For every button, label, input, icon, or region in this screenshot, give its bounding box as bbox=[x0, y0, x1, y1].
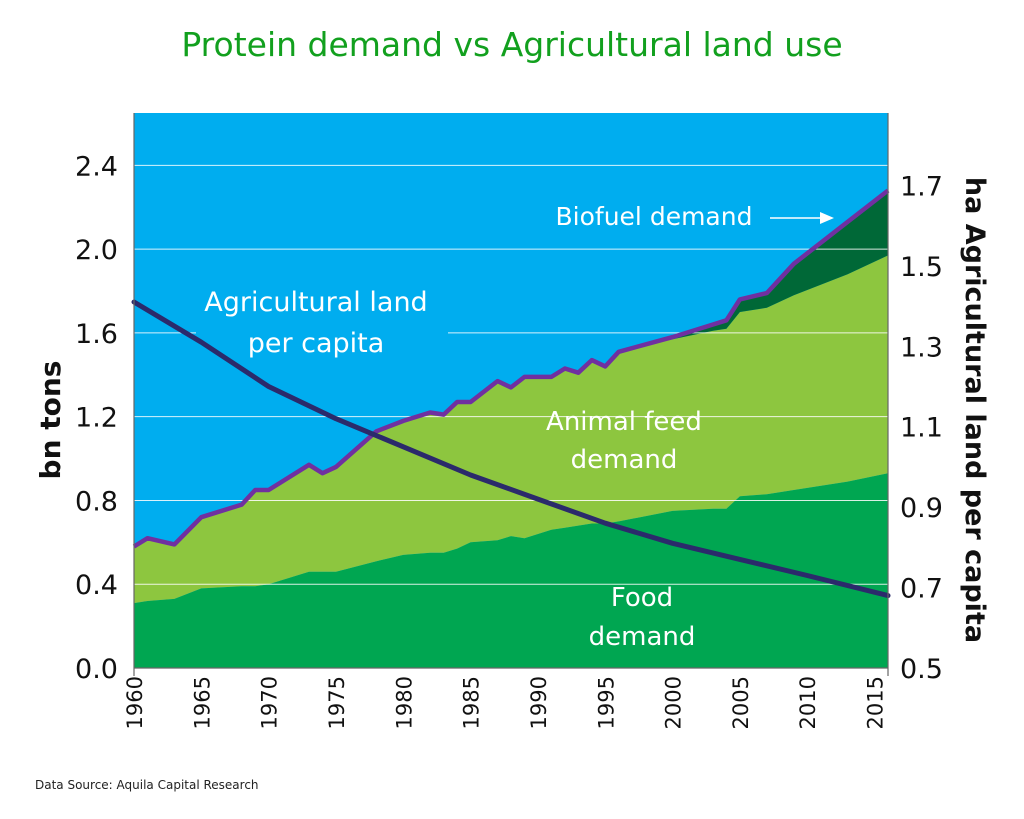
y-tick-label-left: 2.4 bbox=[75, 151, 118, 182]
y-tick-label-left: 0.4 bbox=[75, 570, 118, 601]
x-tick-label: 1960 bbox=[123, 676, 147, 729]
y-tick-label-right: 0.9 bbox=[900, 493, 943, 524]
x-tick-label: 1995 bbox=[594, 676, 618, 729]
y-tick-label-right: 1.5 bbox=[900, 252, 943, 283]
y-axis-label-left: bn tons bbox=[34, 361, 67, 480]
y-axis-label-right: ha Agricultural land per capita bbox=[959, 177, 990, 643]
x-tick-label: 1985 bbox=[460, 676, 484, 729]
biofuel-label: Biofuel demand bbox=[556, 202, 753, 231]
x-tick-label: 1990 bbox=[527, 676, 551, 729]
biofuel-arrow-head bbox=[820, 212, 834, 224]
animal-feed-label-line1: Animal feed bbox=[546, 407, 702, 437]
x-tick-label: 1980 bbox=[392, 676, 416, 729]
land-per-capita-line bbox=[131, 299, 891, 599]
land-label-background bbox=[196, 318, 448, 358]
land-label-line1: Agricultural land bbox=[204, 287, 427, 318]
x-tick-label: 2015 bbox=[864, 676, 888, 729]
data-source: Data Source: Aquila Capital Research bbox=[35, 778, 259, 792]
food-label-line1: Food bbox=[611, 583, 673, 613]
area-food-demand bbox=[134, 473, 888, 668]
y-tick-label-left: 1.2 bbox=[75, 403, 118, 434]
land-label-line2: per capita bbox=[248, 328, 385, 359]
food-label-line2: demand bbox=[589, 622, 696, 652]
y-tick-label-left: 0.0 bbox=[75, 654, 118, 685]
chart-title: Protein demand vs Agricultural land use bbox=[181, 25, 842, 64]
y-tick-label-right: 0.7 bbox=[900, 574, 943, 605]
x-tick-label: 1965 bbox=[190, 676, 214, 729]
y-tick-label-right: 0.5 bbox=[900, 654, 943, 685]
y-tick-label-left: 0.8 bbox=[75, 486, 118, 517]
y-tick-label-right: 1.3 bbox=[900, 332, 943, 363]
total-demand-line bbox=[132, 188, 890, 549]
animal-feed-label-line2: demand bbox=[571, 445, 678, 475]
x-tick-label: 2000 bbox=[662, 676, 686, 729]
x-tick-label: 2010 bbox=[796, 676, 820, 729]
x-tick-label: 2005 bbox=[729, 676, 753, 729]
area-animal-feed-demand bbox=[134, 255, 888, 604]
y-tick-label-right: 1.1 bbox=[900, 413, 943, 444]
x-tick-label: 1970 bbox=[258, 676, 282, 729]
y-tick-label-left: 1.6 bbox=[75, 319, 118, 350]
y-tick-label-right: 1.7 bbox=[900, 171, 943, 202]
y-tick-label-left: 2.0 bbox=[75, 235, 118, 266]
x-tick-label: 1975 bbox=[325, 676, 349, 729]
